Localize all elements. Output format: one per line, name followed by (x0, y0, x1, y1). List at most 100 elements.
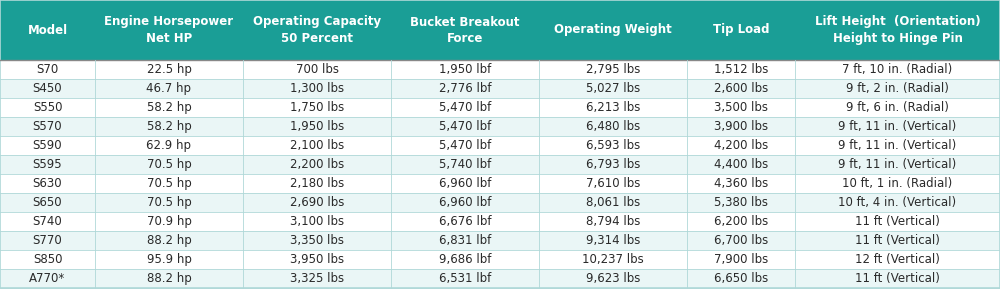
Text: 6,531 lbf: 6,531 lbf (439, 272, 491, 285)
Text: 70.9 hp: 70.9 hp (147, 215, 191, 228)
Text: 11 ft (Vertical): 11 ft (Vertical) (855, 215, 940, 228)
Text: Lift Height  (Orientation)
Height to Hinge Pin: Lift Height (Orientation) Height to Hing… (815, 15, 980, 45)
Text: 3,500 lbs: 3,500 lbs (714, 101, 768, 114)
Text: 11 ft (Vertical): 11 ft (Vertical) (855, 272, 940, 285)
Text: 95.9 hp: 95.9 hp (147, 253, 191, 266)
Text: 6,480 lbs: 6,480 lbs (586, 120, 640, 133)
Bar (0, 60, 1000, 79)
Text: 7 ft, 10 in. (Radial): 7 ft, 10 in. (Radial) (842, 63, 953, 76)
Text: 6,960 lbf: 6,960 lbf (439, 196, 491, 209)
Text: 9 ft, 11 in. (Vertical): 9 ft, 11 in. (Vertical) (838, 139, 957, 152)
Text: Bucket Breakout
Force: Bucket Breakout Force (410, 16, 520, 45)
Text: 1,950 lbs: 1,950 lbs (290, 120, 344, 133)
Text: 3,950 lbs: 3,950 lbs (290, 253, 344, 266)
Text: 1,512 lbs: 1,512 lbs (714, 63, 768, 76)
Text: 5,380 lbs: 5,380 lbs (714, 196, 768, 209)
Text: S630: S630 (33, 177, 62, 190)
Text: 4,360 lbs: 4,360 lbs (714, 177, 768, 190)
Text: 88.2 hp: 88.2 hp (147, 272, 191, 285)
Bar (0, 193, 1000, 212)
Text: 2,180 lbs: 2,180 lbs (290, 177, 344, 190)
Text: 6,200 lbs: 6,200 lbs (714, 215, 768, 228)
Text: Model: Model (27, 23, 68, 37)
Bar (0, 117, 1000, 136)
Text: 6,700 lbs: 6,700 lbs (714, 234, 768, 247)
Text: 11 ft (Vertical): 11 ft (Vertical) (855, 234, 940, 247)
Text: S550: S550 (33, 101, 62, 114)
Text: 9 ft, 2 in. (Radial): 9 ft, 2 in. (Radial) (846, 82, 949, 95)
Text: 6,213 lbs: 6,213 lbs (586, 101, 640, 114)
Text: 88.2 hp: 88.2 hp (147, 234, 191, 247)
Text: 2,795 lbs: 2,795 lbs (586, 63, 640, 76)
Text: 6,650 lbs: 6,650 lbs (714, 272, 768, 285)
Text: 3,900 lbs: 3,900 lbs (714, 120, 768, 133)
Text: 1,300 lbs: 1,300 lbs (290, 82, 344, 95)
Text: 9,623 lbs: 9,623 lbs (586, 272, 640, 285)
Text: S770: S770 (33, 234, 62, 247)
Text: 58.2 hp: 58.2 hp (147, 120, 191, 133)
Text: Operating Capacity
50 Percent: Operating Capacity 50 Percent (253, 15, 381, 45)
Text: 2,200 lbs: 2,200 lbs (290, 158, 344, 171)
Text: 8,061 lbs: 8,061 lbs (586, 196, 640, 209)
Bar (0, 98, 1000, 117)
Text: 9 ft, 11 in. (Vertical): 9 ft, 11 in. (Vertical) (838, 120, 957, 133)
Text: 3,325 lbs: 3,325 lbs (290, 272, 344, 285)
Text: S650: S650 (33, 196, 62, 209)
Text: 5,027 lbs: 5,027 lbs (586, 82, 640, 95)
Text: 6,831 lbf: 6,831 lbf (439, 234, 491, 247)
Text: Operating Weight: Operating Weight (554, 23, 672, 37)
Text: S450: S450 (33, 82, 62, 95)
Bar (0, 136, 1000, 155)
Text: 6,960 lbf: 6,960 lbf (439, 177, 491, 190)
Bar (0, 250, 1000, 269)
Text: Engine Horsepower
Net HP: Engine Horsepower Net HP (104, 15, 234, 45)
Text: 5,470 lbf: 5,470 lbf (439, 101, 491, 114)
Text: 70.5 hp: 70.5 hp (147, 158, 191, 171)
Text: 10 ft, 4 in. (Vertical): 10 ft, 4 in. (Vertical) (838, 196, 957, 209)
Bar (0, 231, 1000, 250)
Text: Tip Load: Tip Load (713, 23, 769, 37)
Text: 5,740 lbf: 5,740 lbf (439, 158, 491, 171)
Bar (0, 212, 1000, 231)
Text: 62.9 hp: 62.9 hp (146, 139, 192, 152)
Text: 10 ft, 1 in. (Radial): 10 ft, 1 in. (Radial) (842, 177, 953, 190)
Bar (0, 155, 1000, 174)
Text: 70.5 hp: 70.5 hp (147, 177, 191, 190)
Text: 6,593 lbs: 6,593 lbs (586, 139, 640, 152)
Bar (0, 174, 1000, 193)
Text: 700 lbs: 700 lbs (296, 63, 338, 76)
Bar (0, 0, 1000, 60)
Text: 2,100 lbs: 2,100 lbs (290, 139, 344, 152)
Text: S570: S570 (33, 120, 62, 133)
Text: 10,237 lbs: 10,237 lbs (582, 253, 644, 266)
Text: S70: S70 (36, 63, 59, 76)
Text: 9 ft, 11 in. (Vertical): 9 ft, 11 in. (Vertical) (838, 158, 957, 171)
Bar (0, 269, 1000, 288)
Text: 6,676 lbf: 6,676 lbf (439, 215, 491, 228)
Text: 1,750 lbs: 1,750 lbs (290, 101, 344, 114)
Text: 2,776 lbf: 2,776 lbf (439, 82, 491, 95)
Text: S850: S850 (33, 253, 62, 266)
Text: 4,200 lbs: 4,200 lbs (714, 139, 768, 152)
Text: 7,900 lbs: 7,900 lbs (714, 253, 768, 266)
Text: 9 ft, 6 in. (Radial): 9 ft, 6 in. (Radial) (846, 101, 949, 114)
Text: S590: S590 (33, 139, 62, 152)
Text: 9,686 lbf: 9,686 lbf (439, 253, 491, 266)
Text: 9,314 lbs: 9,314 lbs (586, 234, 640, 247)
Text: 6,793 lbs: 6,793 lbs (586, 158, 640, 171)
Text: 7,610 lbs: 7,610 lbs (586, 177, 640, 190)
Text: 8,794 lbs: 8,794 lbs (586, 215, 640, 228)
Text: 3,350 lbs: 3,350 lbs (290, 234, 344, 247)
Text: 70.5 hp: 70.5 hp (147, 196, 191, 209)
Text: 58.2 hp: 58.2 hp (147, 101, 191, 114)
Text: S595: S595 (33, 158, 62, 171)
Text: 1,950 lbf: 1,950 lbf (439, 63, 491, 76)
Text: 2,690 lbs: 2,690 lbs (290, 196, 344, 209)
Text: 46.7 hp: 46.7 hp (146, 82, 192, 95)
Text: S740: S740 (33, 215, 62, 228)
Bar (0, 79, 1000, 98)
Text: 2,600 lbs: 2,600 lbs (714, 82, 768, 95)
Text: 5,470 lbf: 5,470 lbf (439, 120, 491, 133)
Text: 5,470 lbf: 5,470 lbf (439, 139, 491, 152)
Text: 22.5 hp: 22.5 hp (147, 63, 191, 76)
